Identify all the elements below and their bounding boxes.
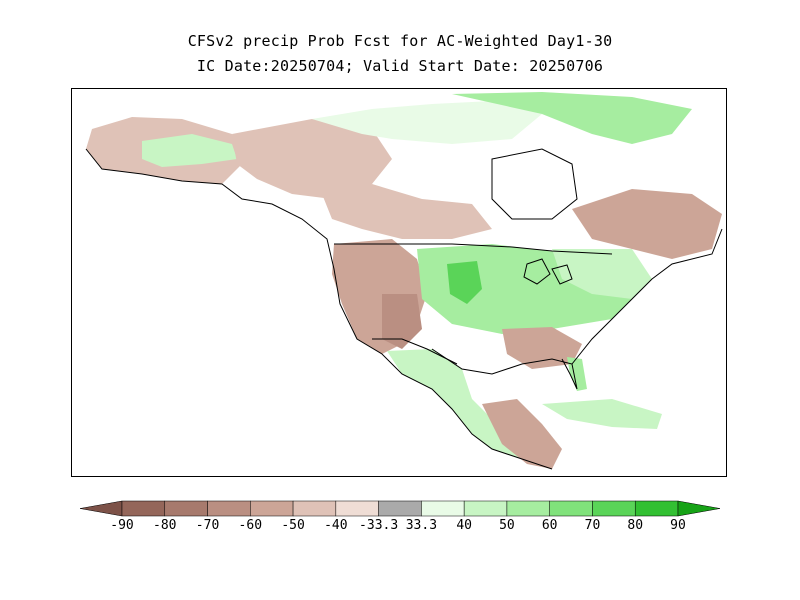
map-title: CFSv2 precip Prob Fcst for AC-Weighted D… <box>187 32 613 50</box>
legend-tick-label: 40 <box>456 518 472 533</box>
legend-tick-label: 60 <box>541 518 558 533</box>
us-mexico-border <box>372 338 458 365</box>
central-canada-below-normal-area <box>322 184 492 239</box>
legend-swatch <box>463 500 508 517</box>
map-panel <box>71 88 727 477</box>
legend-tick-label: -33.3 <box>359 518 399 533</box>
legend-tick-label: 80 <box>627 518 644 533</box>
legend-swatch <box>121 500 166 517</box>
probability-shading <box>86 92 722 469</box>
legend-tick-label: -40 <box>324 518 348 533</box>
coastlines <box>85 148 723 470</box>
north-america-map <box>85 92 723 470</box>
southeast-below-normal-area <box>502 327 582 369</box>
us-canada-border <box>334 243 613 255</box>
legend-swatch <box>335 500 379 517</box>
caribbean-above-normal-area <box>542 399 662 429</box>
legend-arrow-low <box>79 500 123 517</box>
southern-mexico-below-normal-area <box>482 399 562 469</box>
legend-arrow-high <box>677 500 721 517</box>
legend-swatch <box>207 500 251 517</box>
legend-swatch <box>378 500 422 517</box>
legend-tick-label: 70 <box>584 518 601 533</box>
legend-swatch <box>250 500 294 517</box>
legend-tick-label: -90 <box>110 518 134 533</box>
map-subtitle: IC Date:20250704; Valid Start Date: 2025… <box>196 57 604 75</box>
northeast-above-normal-area <box>552 249 652 299</box>
legend-tick-label: 33.3 <box>405 518 438 533</box>
gulf-coastline <box>431 348 578 390</box>
legend-swatch <box>292 500 337 517</box>
quebec-below-normal-area <box>572 189 722 259</box>
legend-swatch <box>506 500 550 517</box>
southwest-strong-below-normal-area <box>382 294 422 349</box>
legend-tick-label: -60 <box>238 518 263 533</box>
canadian-archipelago-above-normal-area <box>452 92 692 144</box>
plains-strong-above-normal-area <box>447 261 482 304</box>
legend-swatch <box>549 500 593 517</box>
legend-swatch <box>421 500 465 517</box>
legend-tick-label: 90 <box>670 518 686 533</box>
pacific-coastline <box>85 148 553 470</box>
hudson-bay-outline <box>491 148 578 220</box>
legend-swatch <box>592 500 636 517</box>
great-lakes-outline <box>523 258 573 285</box>
canada-north-above-normal-area <box>312 101 542 144</box>
legend-tick-label: -50 <box>281 518 305 533</box>
legend-tick-label: -70 <box>195 518 220 533</box>
alaska-above-normal-area <box>142 134 237 167</box>
legend-swatch <box>164 500 208 517</box>
legend-tick-label: -80 <box>153 518 177 533</box>
legend-swatch <box>634 500 679 517</box>
legend-tick-label: 50 <box>499 518 515 533</box>
atlantic-coastline <box>571 228 723 365</box>
western-canada-below-normal-area <box>232 119 392 199</box>
